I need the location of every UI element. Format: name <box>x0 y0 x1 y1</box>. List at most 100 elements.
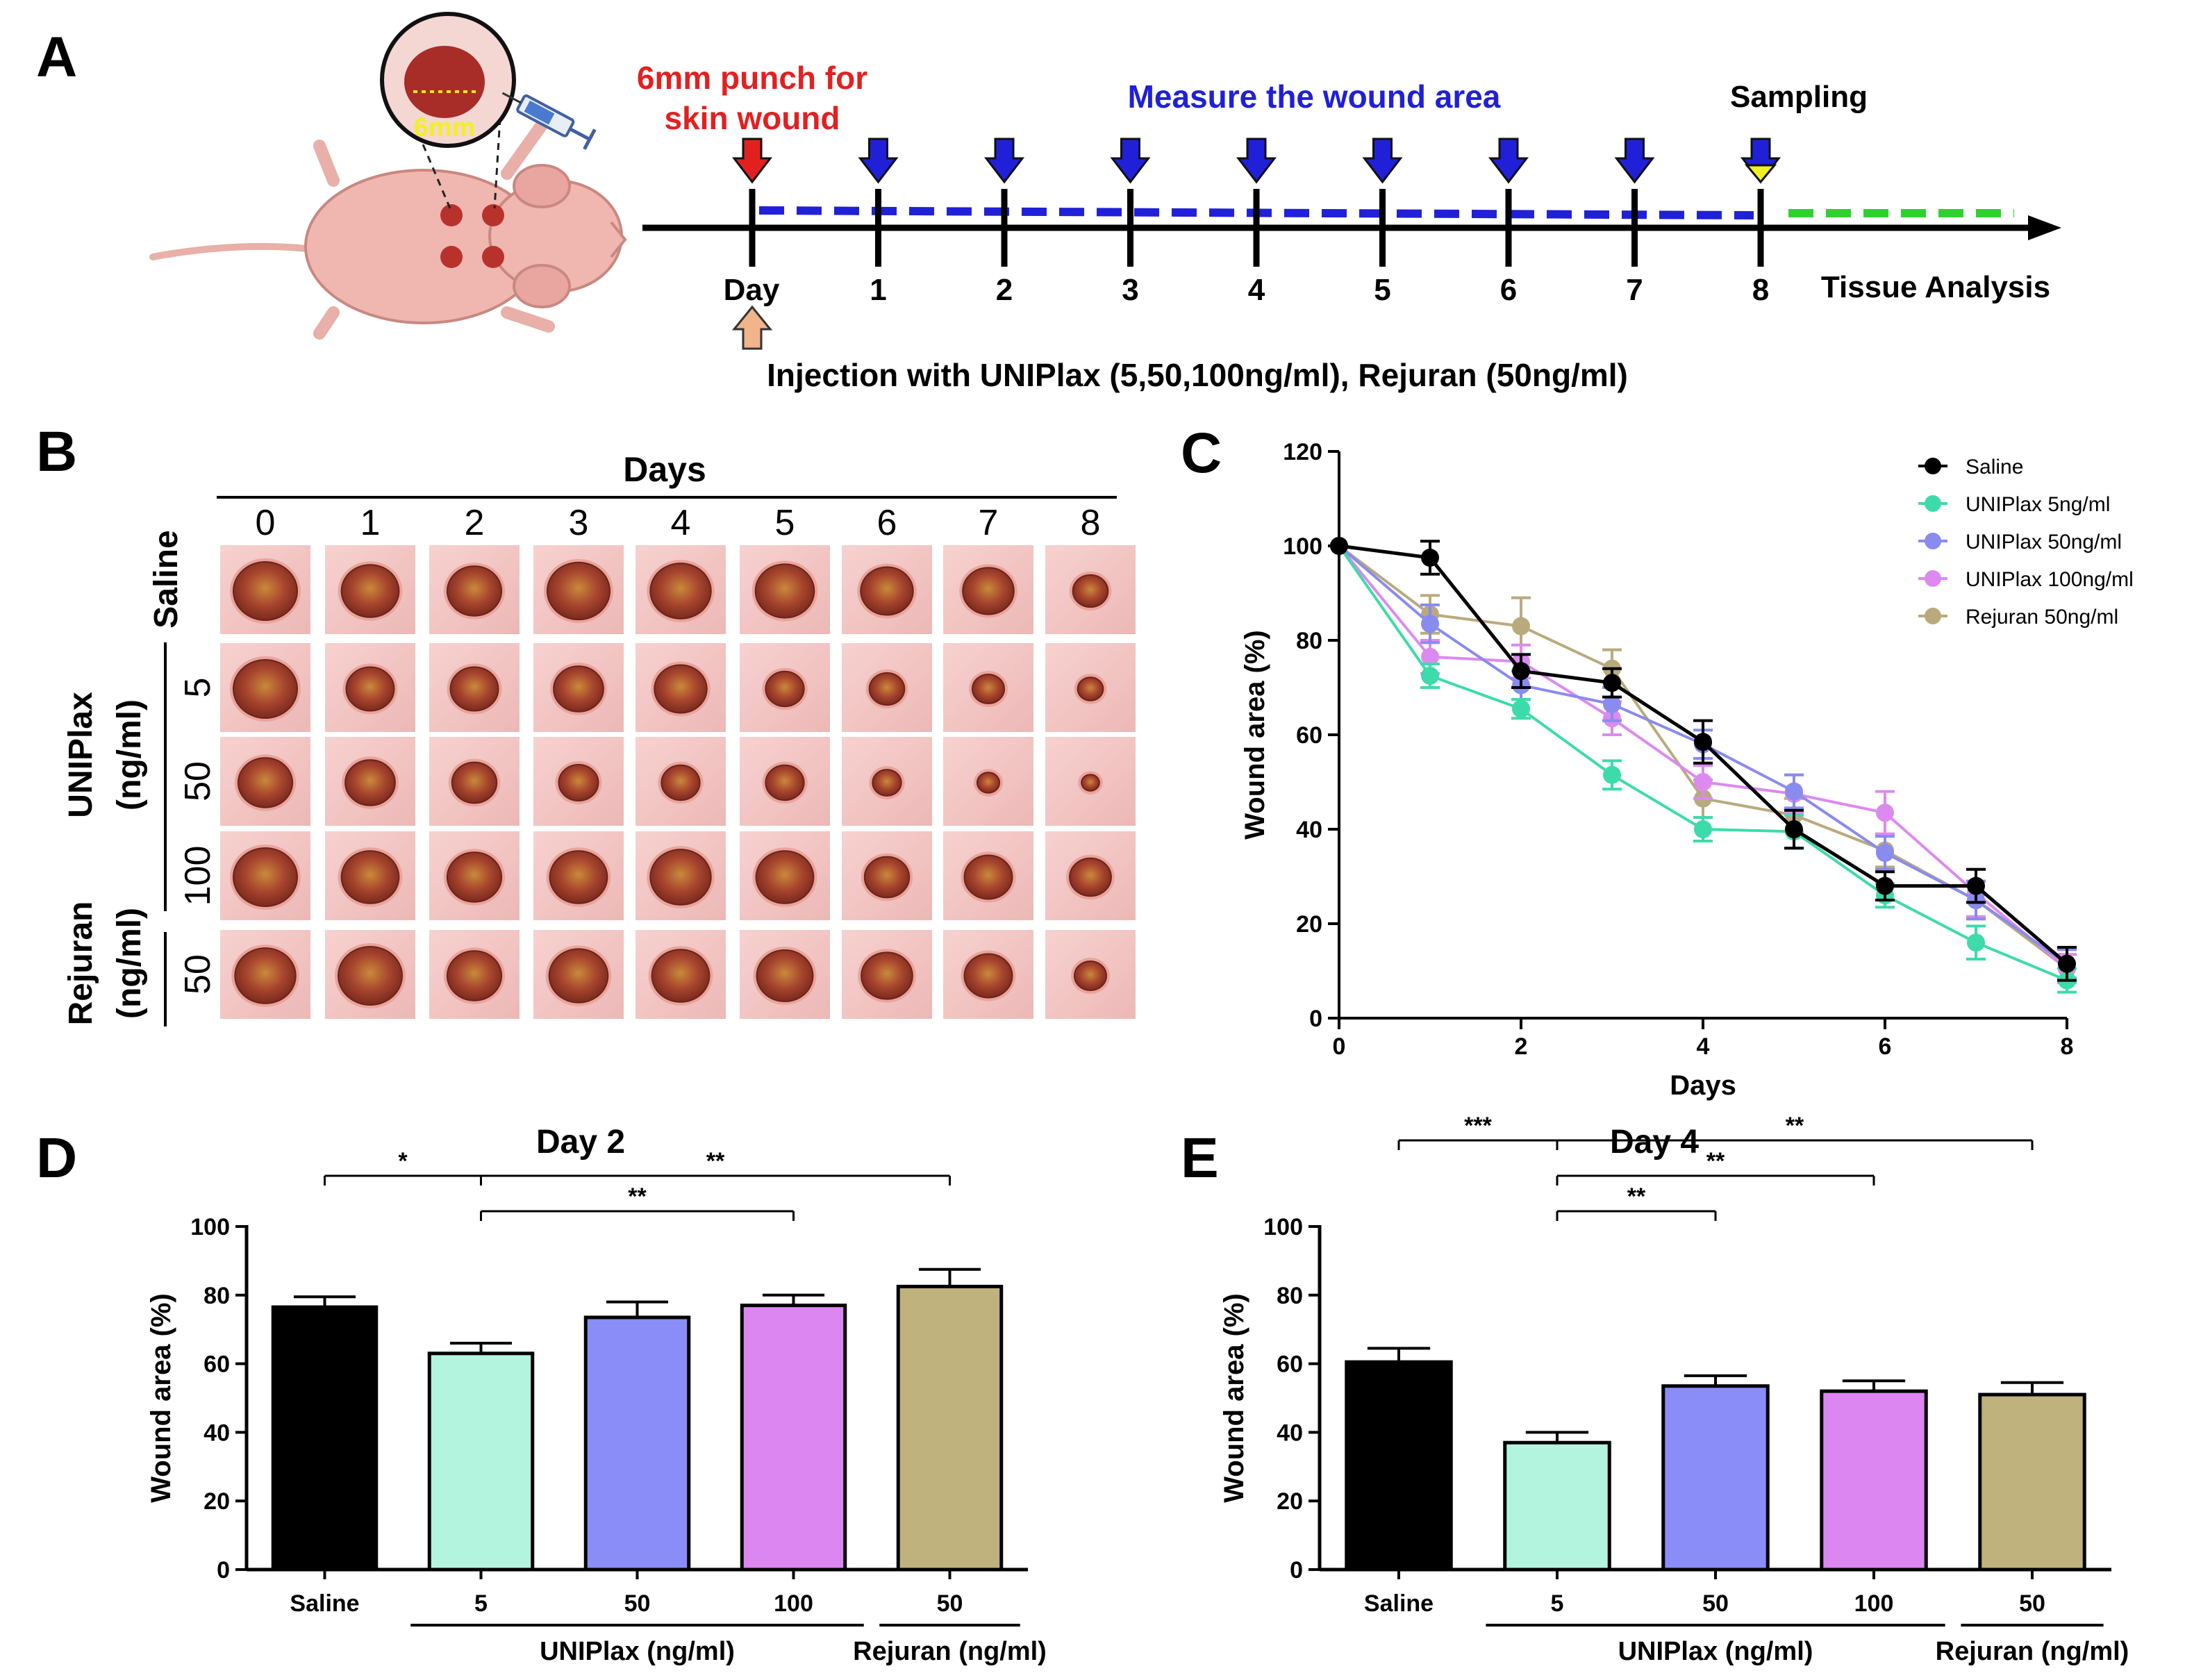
legend-label: UNIPlax 5ng/ml <box>1966 493 2110 516</box>
category-label: 50 <box>624 1590 651 1617</box>
category-label: 100 <box>774 1590 813 1617</box>
group-label-uniplax: UNIPlax <box>63 692 99 818</box>
y-tick-label: 60 <box>203 1352 230 1378</box>
timeline: 1 2 3 4 5 6 7 8 <box>642 138 2061 350</box>
category-label: 50 <box>1702 1590 1729 1617</box>
data-point <box>2058 954 2076 973</box>
legend-marker <box>1925 570 1941 587</box>
legend-label: UNIPlax 100ng/ml <box>1966 568 2134 591</box>
wound <box>754 563 815 619</box>
inset-label: 6mm <box>414 113 476 142</box>
mouse-illustration: 6mm <box>149 12 627 340</box>
chart-title: Day 4 <box>1610 1124 1699 1161</box>
day-tick-label: 4 <box>1248 273 1265 307</box>
day-tick-label: 6 <box>1500 273 1517 307</box>
bar <box>1820 1389 1928 1572</box>
data-point <box>1421 647 1439 666</box>
wound <box>1072 574 1109 608</box>
wound <box>976 772 1001 794</box>
data-point <box>1876 844 1894 862</box>
legend-label: Rejuran 50ng/ml <box>1966 606 2118 629</box>
data-point <box>1512 617 1530 635</box>
significance-label: ** <box>1786 1113 1804 1139</box>
wound <box>654 664 708 714</box>
category-label: 50 <box>937 1590 963 1617</box>
significance-label: ** <box>1627 1183 1646 1210</box>
y-tick-label: 80 <box>1296 628 1322 654</box>
panel-letter-b: B <box>36 420 77 483</box>
wound <box>863 856 911 899</box>
panel-letter-e: E <box>1181 1126 1219 1190</box>
panel-b-title: Days <box>623 450 706 489</box>
data-point <box>1512 662 1530 681</box>
y-tick-label: 40 <box>1296 817 1322 843</box>
day-tick-label: 7 <box>1626 273 1643 307</box>
wound <box>344 759 396 806</box>
day-tick-label: 8 <box>1752 273 1769 307</box>
panel-letter-d: D <box>36 1126 77 1190</box>
significance-label: *** <box>1464 1113 1492 1139</box>
y-tick-label: 80 <box>1277 1283 1303 1309</box>
y-tick-label: 100 <box>190 1214 230 1240</box>
wound <box>649 849 712 906</box>
y-axis-label: Wound area (%) <box>1240 630 1270 840</box>
punch-label-line2: skin wound <box>665 100 840 136</box>
significance-label: ** <box>706 1148 725 1174</box>
day-tick-label: 1 <box>870 273 886 307</box>
y-tick-label: 20 <box>203 1488 230 1515</box>
wound <box>649 563 712 619</box>
y-tick-label: 60 <box>1296 722 1322 749</box>
data-point <box>1785 820 1803 838</box>
day-column-label: 3 <box>569 503 589 543</box>
legend-marker <box>1925 533 1941 549</box>
significance-label: ** <box>628 1183 647 1210</box>
photo-grid: 0 1 2 3 4 5 6 7 8 5 50 100 50 <box>178 503 1136 1019</box>
wound <box>546 561 611 621</box>
category-label: 5 <box>474 1590 488 1617</box>
sampling-marker <box>1744 164 1777 184</box>
wound <box>345 666 395 712</box>
line-chart-c: 0 20 40 60 80 100 120 0 2 4 6 8 Days Wound area (%) Sa… <box>1240 439 2134 1101</box>
bar <box>583 1315 691 1572</box>
dose-label: 100 <box>178 846 218 906</box>
measure-arrow <box>1236 138 1277 184</box>
group-label: Rejuran (ng/ml) <box>853 1637 1047 1666</box>
wound <box>1081 774 1100 792</box>
data-point <box>1967 876 1985 895</box>
bar <box>1978 1392 2086 1572</box>
wound <box>237 757 294 808</box>
x-tick-label: 2 <box>1515 1033 1528 1060</box>
wound <box>963 854 1013 900</box>
category-label: 100 <box>1854 1590 1894 1617</box>
wound <box>755 850 815 904</box>
significance-label: ** <box>1706 1148 1725 1174</box>
legend-marker <box>1925 608 1941 624</box>
injection-arrow <box>731 305 773 350</box>
bar-chart-e: Day 4 0 20 40 60 80 100 Wound area (%) Saline 5 50… <box>1219 1113 2129 1666</box>
y-tick-label: 0 <box>217 1557 230 1583</box>
wound <box>446 565 503 617</box>
panel-letter-a: A <box>36 26 77 89</box>
wound <box>449 666 499 712</box>
wound <box>234 947 297 1004</box>
timeline-arrowhead <box>2028 215 2061 240</box>
wound <box>765 670 805 708</box>
panel-c: C 0 20 40 60 80 100 120 0 2 4 6 8 Days Wound area (%)… <box>1181 422 2134 1101</box>
measure-arrow <box>1362 138 1403 184</box>
y-tick-label: 100 <box>1263 1214 1303 1240</box>
data-point <box>1967 933 1985 952</box>
bar <box>1503 1440 1611 1572</box>
panel-b: B Days 0 1 2 3 4 5 6 7 8 5 50 100 50 Saline UNIPlax … <box>36 420 1136 1026</box>
y-axis-label: Wound area (%) <box>1219 1293 1249 1503</box>
bar <box>427 1352 535 1572</box>
x-axis-label: Days <box>1670 1070 1736 1101</box>
y-tick-label: 40 <box>1277 1420 1303 1446</box>
wound <box>765 764 805 801</box>
day-column-label: 6 <box>877 503 897 543</box>
chart-title: Day 2 <box>536 1124 625 1161</box>
wound <box>872 769 902 797</box>
measure-arrow <box>983 138 1025 184</box>
data-point <box>1694 820 1712 838</box>
wound <box>962 567 1015 615</box>
wound <box>1074 960 1107 991</box>
